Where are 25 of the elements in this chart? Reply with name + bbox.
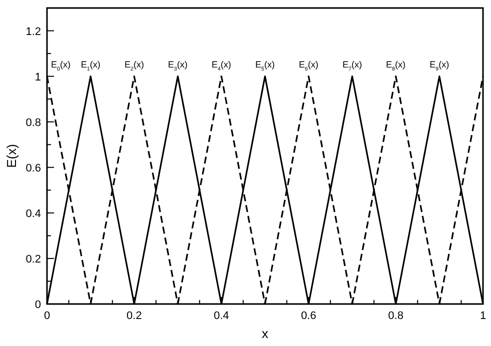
y-tick-label: 1.2 — [26, 26, 41, 38]
y-tick-label: 0 — [34, 299, 41, 311]
series-label: E$_{1}$(x) — [80, 59, 100, 72]
x-tick-label: 1 — [480, 310, 486, 322]
series-label: E$_{9}$(x) — [430, 59, 450, 72]
x-axis-title: x — [262, 326, 269, 341]
x-tick-label: 0.4 — [214, 310, 230, 322]
series-label: E$_{6}$(x) — [298, 59, 318, 72]
y-tick-label: 0.6 — [26, 162, 41, 174]
x-tick-label: 0 — [44, 310, 50, 322]
y-tick-label: 1 — [34, 71, 41, 84]
y-tick-label: 0.4 — [26, 208, 41, 220]
series-label: E$_{8}$(x) — [386, 59, 406, 72]
y-tick-label: 0.8 — [26, 116, 41, 129]
series-label: E$_{3}$(x) — [168, 59, 188, 72]
x-tick-label: 0.2 — [126, 310, 142, 322]
x-tick-label: 0.6 — [300, 310, 316, 322]
series-label: E$_{0}$(x) — [51, 59, 71, 72]
y-tick-label: 0.2 — [26, 253, 41, 266]
series-label: E$_{5}$(x) — [255, 59, 275, 72]
series-label: E$_{2}$(x) — [124, 59, 144, 72]
y-axis-title: E(x) — [4, 144, 19, 168]
series-label: E$_{4}$(x) — [212, 59, 232, 72]
series-label: E$_{7}$(x) — [342, 59, 362, 72]
x-tick-label: 0.8 — [388, 310, 404, 322]
